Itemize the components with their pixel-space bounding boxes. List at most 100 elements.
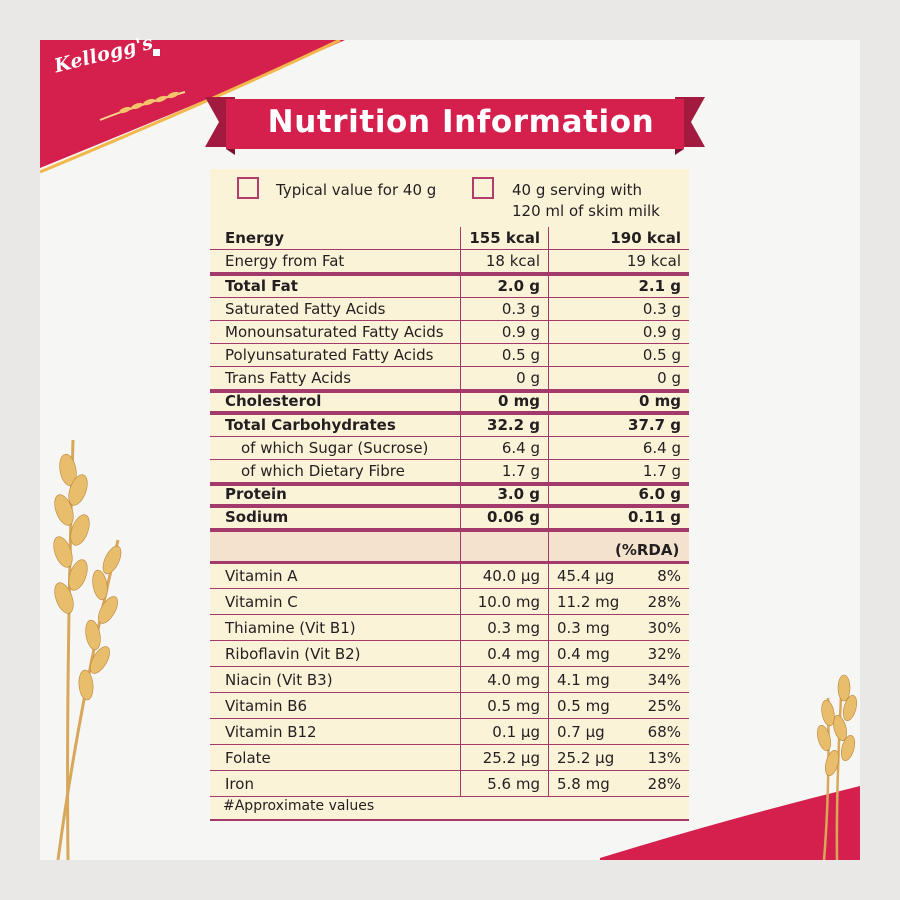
table-row: Thiamine (Vit B1) 0.3 mg 0.3 mg 30% [210,615,689,641]
veg-mark-icon [152,48,161,57]
table-row: Vitamin A 40.0 µg 45.4 µg 8% [210,563,689,589]
row-value-2: 37.7 g [628,416,681,434]
row-label: Energy [225,229,285,247]
row-label: Total Carbohydrates [225,416,396,434]
row-rda: 68% [647,723,681,741]
table-row: of which Sugar (Sucrose) 6.4 g 6.4 g [210,437,689,460]
row-rda: 28% [647,775,681,793]
row-value-1: 0.1 µg [492,723,540,741]
table-row: Trans Fatty Acids 0 g 0 g [210,367,689,390]
rda-header: (%RDA) [615,541,680,559]
row-value-1: 4.0 mg [487,671,540,689]
wheat-stalks-right-icon [816,674,858,860]
row-label: Sodium [225,508,289,526]
row-value-1: 2.0 g [497,277,540,295]
row-label: Protein [225,485,287,503]
row-value-2: 0.3 mg [557,619,610,637]
table-row: Monounsaturated Fatty Acids 0.9 g 0.9 g [210,321,689,344]
table-row: Riboflavin (Vit B2) 0.4 mg 0.4 mg 32% [210,641,689,667]
page-title: Nutrition Information [267,104,655,140]
nutrition-panel [210,169,689,821]
row-value-1: 0 mg [497,392,540,410]
column-separator [548,227,549,532]
row-value-1: 0.5 mg [487,697,540,715]
section-divider [210,389,689,393]
corner-ribbon-bottom-right [600,786,860,860]
row-value-2: 2.1 g [638,277,681,295]
row-label: Monounsaturated Fatty Acids [225,323,444,341]
checkbox-col1-icon [237,177,259,199]
row-label: Folate [225,749,271,767]
row-value-1: 5.6 mg [487,775,540,793]
row-label: Trans Fatty Acids [225,369,352,387]
table-row: Iron 5.6 mg 5.8 mg 28% [210,771,689,797]
row-label: Vitamin C [225,593,298,611]
row-label: Riboflavin (Vit B2) [225,645,361,663]
row-label: of which Sugar (Sucrose) [241,439,429,457]
row-label: Energy from Fat [225,252,345,270]
row-value-1: 0.4 mg [487,645,540,663]
row-rda: 13% [647,749,681,767]
row-value-2: 1.7 g [642,462,681,480]
corner-ribbon-top-left [40,40,345,174]
table-row: Energy 155 kcal 190 kcal [210,227,689,250]
row-value-2: 0.4 mg [557,645,610,663]
row-rda: 32% [647,645,681,663]
panel-bottom-rule [210,819,689,821]
title-banner [205,97,705,155]
row-value-2: 11.2 mg [557,593,620,611]
table-row: Protein 3.0 g 6.0 g [210,483,689,506]
table-row: Total Carbohydrates 32.2 g 37.7 g [210,414,689,437]
table-row: Total Fat 2.0 g 2.1 g [210,275,689,298]
row-value-1: 18 kcal [485,252,540,270]
row-value-2: 5.8 mg [557,775,610,793]
row-value-1: 0.3 mg [487,619,540,637]
row-value-1: 10.0 mg [477,593,540,611]
row-value-2: 45.4 µg [557,567,615,585]
row-value-2: 0.11 g [628,508,681,526]
footnote: #Approximate values [223,798,375,814]
table-row: Vitamin C 10.0 mg 11.2 mg 28% [210,589,689,615]
table-row: Niacin (Vit B3) 4.0 mg 4.1 mg 34% [210,667,689,693]
row-label: Niacin (Vit B3) [225,671,333,689]
row-value-1: 3.0 g [497,485,540,503]
table-row: Energy from Fat 18 kcal 19 kcal [210,250,689,273]
checkbox-col2-icon [472,177,494,199]
table-row: Polyunsaturated Fatty Acids 0.5 g 0.5 g [210,344,689,367]
row-value-2: 0.9 g [642,323,681,341]
row-label: Saturated Fatty Acids [225,300,386,318]
table-row: Saturated Fatty Acids 0.3 g 0.3 g [210,298,689,321]
row-value-1: 0.06 g [487,508,540,526]
column-separator [548,532,549,797]
column-header-1: Typical value for 40 g [276,181,437,199]
row-value-2: 0 g [657,369,681,387]
row-value-1: 0 g [516,369,540,387]
table-row: Vitamin B6 0.5 mg 0.5 mg 25% [210,693,689,719]
section-divider [210,482,689,486]
row-value-1: 1.7 g [501,462,540,480]
row-label: Thiamine (Vit B1) [225,619,356,637]
row-value-1: 0.5 g [501,346,540,364]
column-separator [460,227,461,532]
row-value-2: 0.5 mg [557,697,610,715]
row-value-2: 0.5 g [642,346,681,364]
row-value-2: 0.7 µg [557,723,605,741]
row-rda: 30% [647,619,681,637]
row-label: Total Fat [225,277,298,295]
row-label: Iron [225,775,254,793]
table-row: Sodium 0.06 g 0.11 g [210,506,689,529]
table-row: of which Dietary Fibre 1.7 g 1.7 g [210,460,689,483]
row-label: Polyunsaturated Fatty Acids [225,346,434,364]
section-divider [210,504,689,508]
row-value-1: 6.4 g [501,439,540,457]
row-value-1: 32.2 g [487,416,540,434]
row-label: Vitamin B12 [225,723,317,741]
row-rda: 34% [647,671,681,689]
wheat-icon [99,91,186,121]
column-separator [460,532,461,797]
wheat-stalks-left-icon [53,439,122,860]
row-value-2: 25.2 µg [557,749,615,767]
rda-header-band [210,532,689,562]
column-header-2-line2: 120 ml of skim milk [512,202,660,220]
row-value-2: 0.3 g [642,300,681,318]
